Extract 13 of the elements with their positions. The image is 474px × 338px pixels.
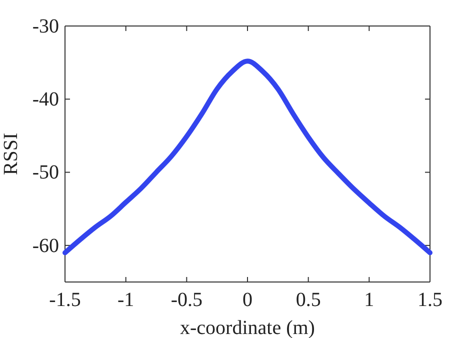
x-tick-label: 0.5 [296,289,321,312]
x-tick-label: 1.5 [418,289,442,312]
x-axis-title: x-coordinate (m) [180,317,315,338]
x-tick-label: 0 [242,289,252,312]
x-tick-label: -1.5 [49,289,81,312]
x-tick-label: -1 [117,289,134,312]
x-tick-label: 1 [364,289,374,312]
y-axis-title: RSSI [0,132,22,176]
y-tick-label: -60 [32,234,59,257]
x-tick-label: -0.5 [170,289,203,312]
y-tick-label: -30 [32,15,59,38]
y-tick-label: -50 [32,162,59,184]
y-tick-label: -40 [32,88,59,111]
